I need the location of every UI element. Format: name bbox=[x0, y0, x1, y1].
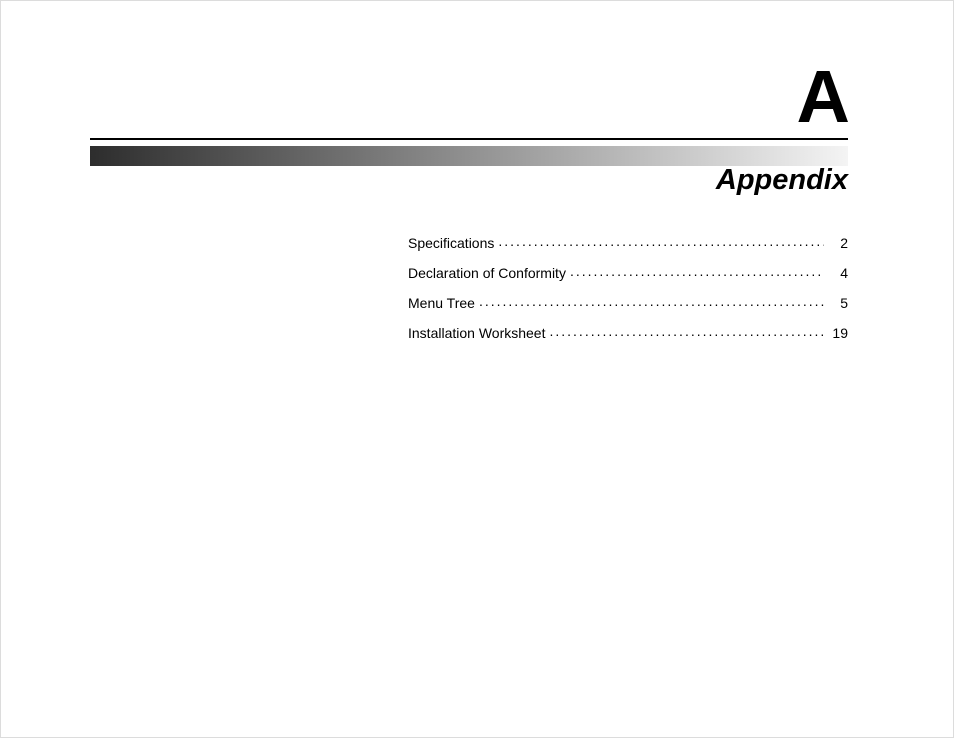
chapter-title: Appendix bbox=[716, 164, 848, 197]
toc-label: Menu Tree bbox=[408, 296, 475, 310]
toc-leader bbox=[479, 294, 824, 308]
chapter-letter: A bbox=[797, 60, 848, 134]
toc-row: Declaration of Conformity 4 bbox=[408, 264, 848, 280]
toc-row: Installation Worksheet 19 bbox=[408, 324, 848, 340]
toc-row: Menu Tree 5 bbox=[408, 294, 848, 310]
page: A Appendix Specifications 2 Declaration … bbox=[0, 0, 954, 738]
toc-page-number: 4 bbox=[828, 266, 848, 280]
toc-page-number: 2 bbox=[828, 236, 848, 250]
toc-leader bbox=[570, 264, 824, 278]
toc-page-number: 19 bbox=[828, 326, 848, 340]
toc-label: Specifications bbox=[408, 236, 494, 250]
toc-label: Declaration of Conformity bbox=[408, 266, 566, 280]
toc-label: Installation Worksheet bbox=[408, 326, 545, 340]
table-of-contents: Specifications 2 Declaration of Conformi… bbox=[408, 234, 848, 354]
toc-row: Specifications 2 bbox=[408, 234, 848, 250]
toc-leader bbox=[498, 234, 824, 248]
toc-page-number: 5 bbox=[828, 296, 848, 310]
toc-leader bbox=[549, 324, 824, 338]
header-rule bbox=[90, 138, 848, 140]
header-gradient-bar bbox=[90, 146, 848, 166]
